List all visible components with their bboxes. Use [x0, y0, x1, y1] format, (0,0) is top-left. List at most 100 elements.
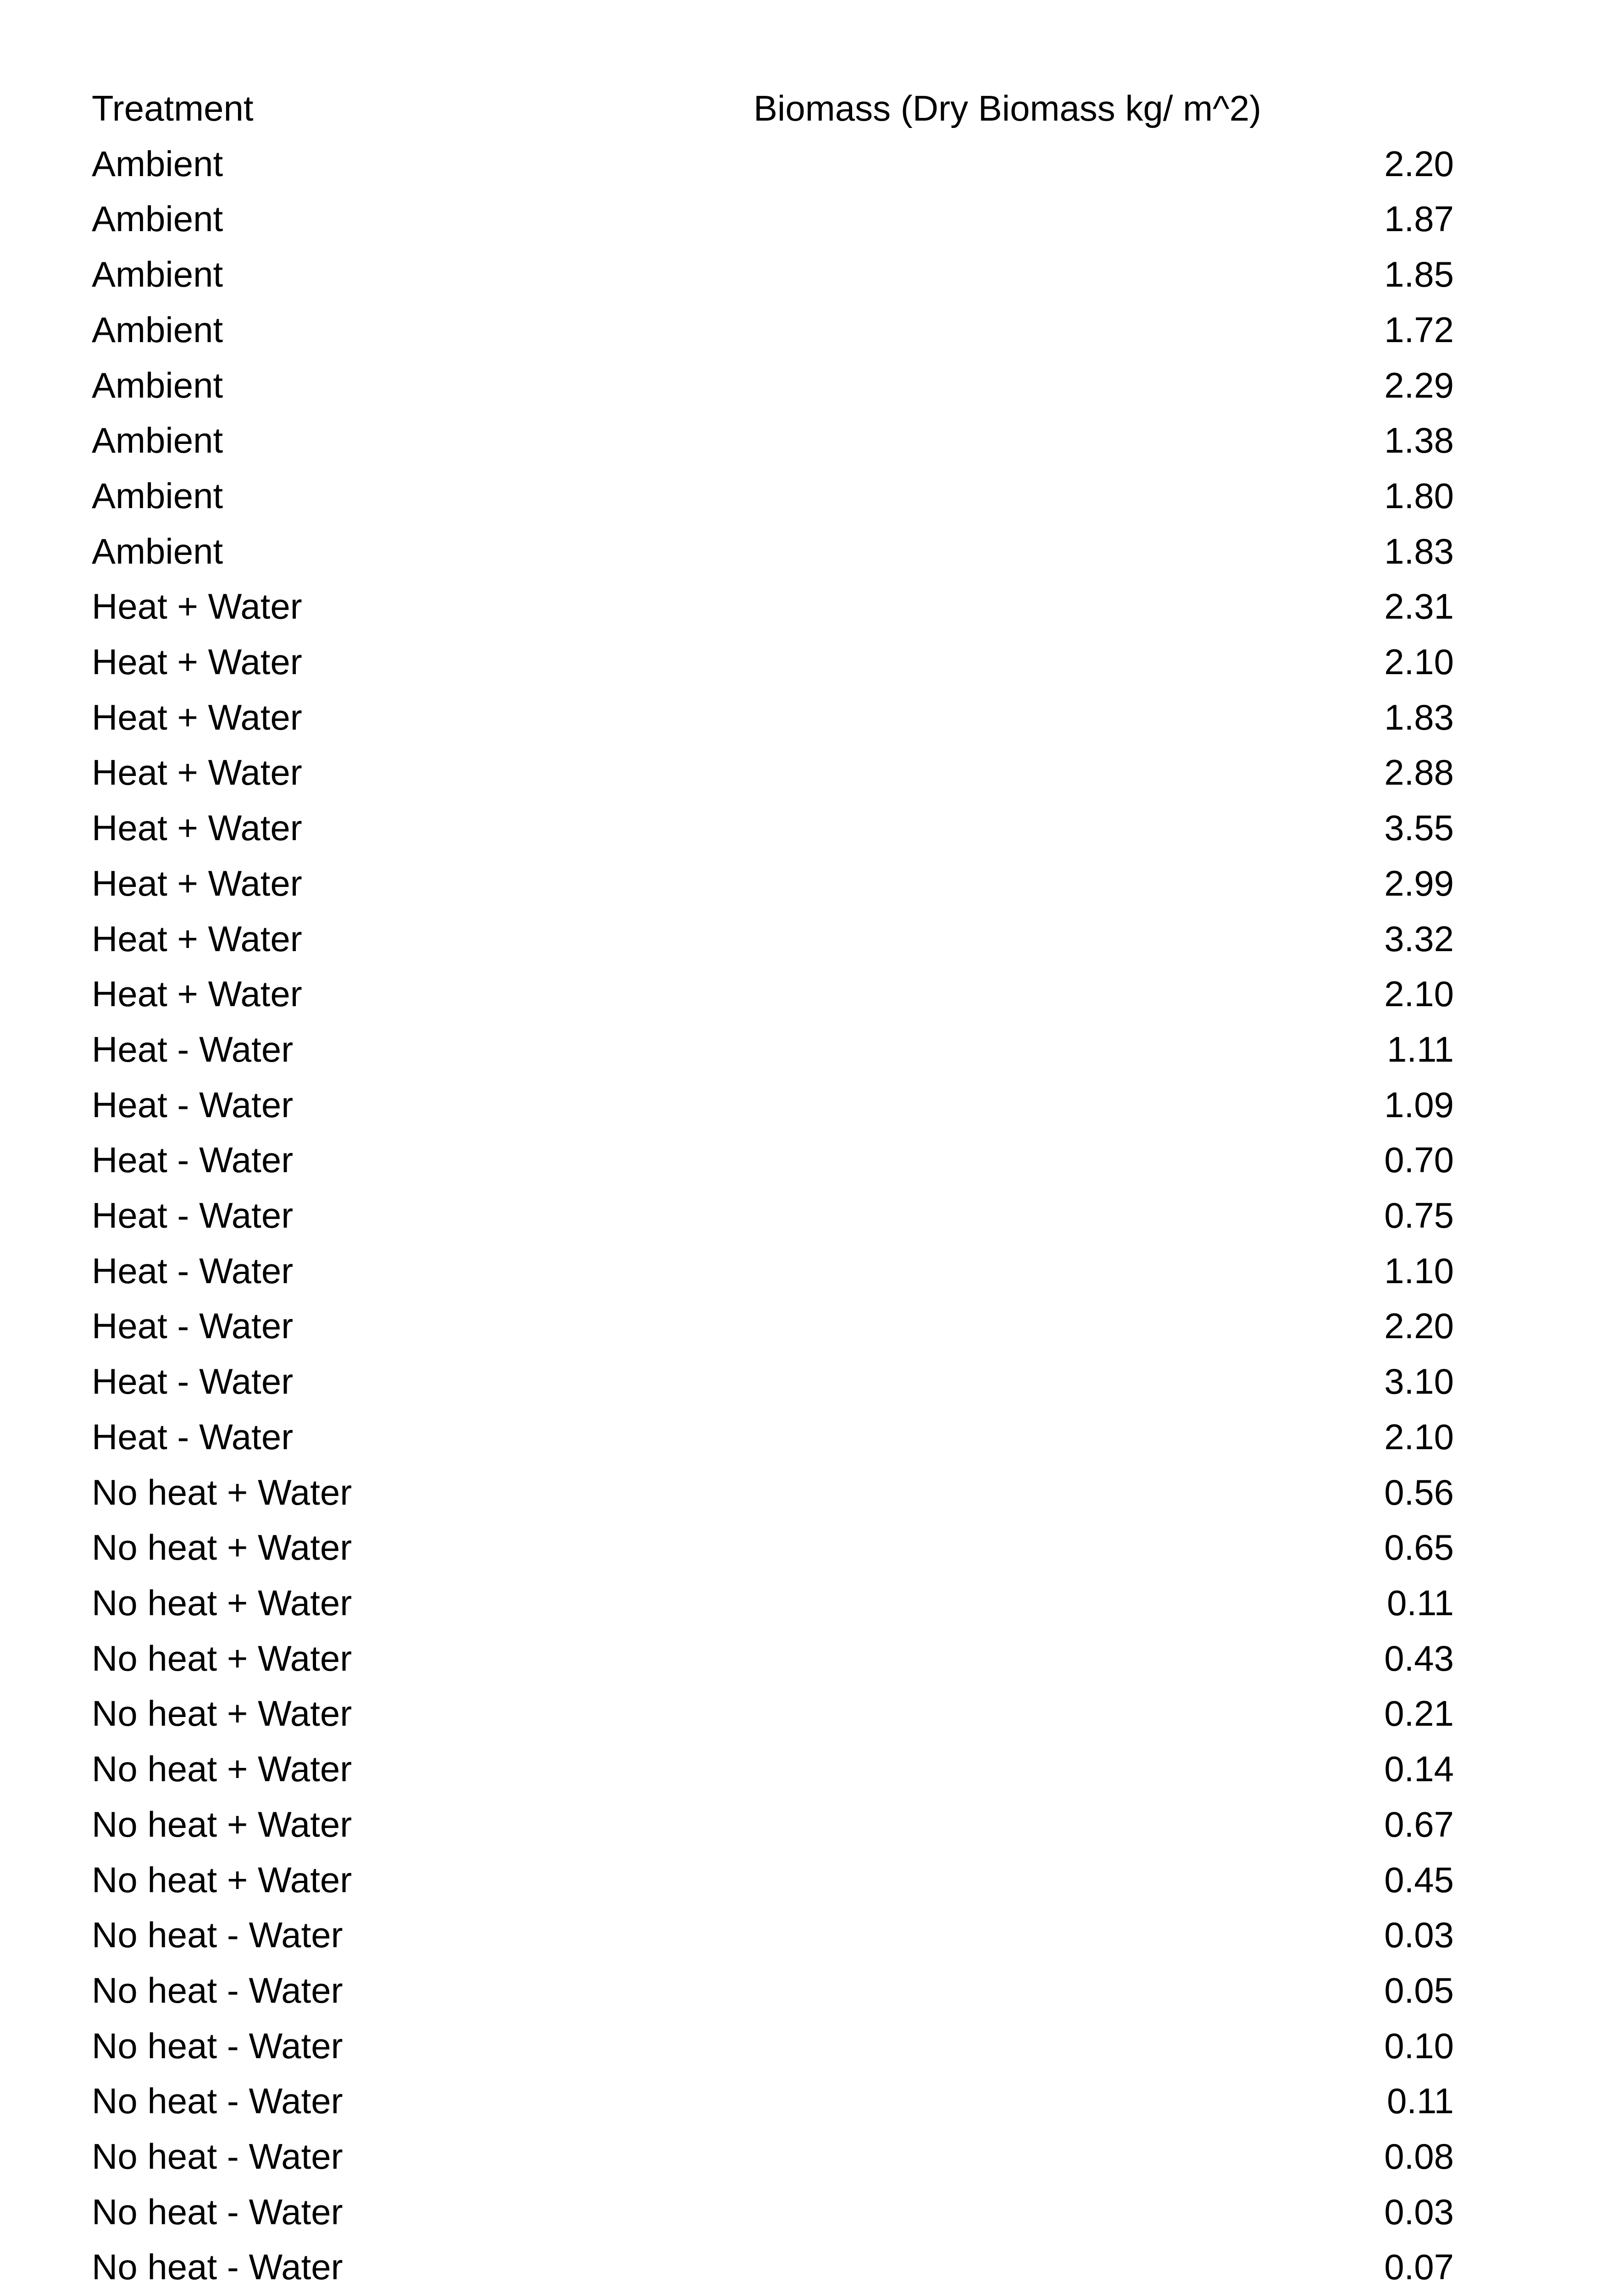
- table-row: Ambient 2.29: [92, 358, 1454, 413]
- table-row: No heat - Water 0.08: [92, 2129, 1454, 2184]
- cell-biomass: 1.11: [1386, 1029, 1454, 1069]
- cell-biomass: 2.10: [1384, 974, 1454, 1014]
- table-row: Ambient 1.72: [92, 302, 1454, 358]
- cell-biomass: 1.38: [1384, 420, 1454, 461]
- cell-biomass: 2.20: [1384, 1306, 1454, 1346]
- cell-biomass: 0.07: [1384, 2247, 1454, 2287]
- cell-treatment: Heat + Water: [92, 808, 302, 848]
- table-row: Heat + Water 2.10: [92, 966, 1454, 1022]
- cell-treatment: No heat + Water: [92, 1582, 352, 1623]
- cell-biomass: 1.83: [1384, 531, 1454, 571]
- table-row: Heat + Water 3.55: [92, 800, 1454, 856]
- cell-treatment: No heat + Water: [92, 1527, 352, 1568]
- column-header-biomass: Biomass (Dry Biomass kg/ m^2): [754, 88, 1262, 128]
- cell-biomass: 0.10: [1384, 2025, 1454, 2066]
- cell-treatment: Heat - Water: [92, 1084, 294, 1125]
- table-row: No heat - Water 0.03: [92, 1907, 1454, 1963]
- table-row: No heat - Water 0.05: [92, 1963, 1454, 2018]
- table-row: Heat + Water 2.88: [92, 745, 1454, 800]
- cell-treatment: Heat - Water: [92, 1029, 294, 1069]
- cell-treatment: Ambient: [92, 199, 223, 239]
- cell-treatment: No heat + Water: [92, 1693, 352, 1734]
- cell-treatment: Ambient: [92, 143, 223, 184]
- cell-biomass: 0.65: [1384, 1527, 1454, 1568]
- table-row: No heat - Water 0.07: [92, 2239, 1454, 2293]
- table-header: Treatment Biomass (Dry Biomass kg/ m^2): [92, 81, 1454, 136]
- cell-treatment: Heat + Water: [92, 752, 302, 793]
- cell-treatment: No heat - Water: [92, 2136, 343, 2177]
- cell-treatment: Heat - Water: [92, 1361, 294, 1402]
- cell-treatment: No heat + Water: [92, 1749, 352, 1789]
- cell-biomass: 1.09: [1384, 1084, 1454, 1125]
- cell-biomass: 0.03: [1384, 1915, 1454, 1955]
- table-row: Heat - Water 2.10: [92, 1409, 1454, 1465]
- cell-biomass: 3.32: [1384, 918, 1454, 959]
- cell-biomass: 3.10: [1384, 1361, 1454, 1402]
- cell-biomass: 0.03: [1384, 2191, 1454, 2232]
- table-row: No heat + Water 0.11: [92, 1575, 1454, 1631]
- cell-biomass: 0.14: [1384, 1749, 1454, 1789]
- table-row: No heat + Water 0.21: [92, 1686, 1454, 1741]
- cell-treatment: Heat - Water: [92, 1195, 294, 1236]
- cell-treatment: Heat - Water: [92, 1306, 294, 1346]
- cell-treatment: No heat - Water: [92, 2081, 343, 2121]
- cell-treatment: Heat - Water: [92, 1140, 294, 1180]
- cell-biomass: 0.70: [1384, 1140, 1454, 1180]
- cell-treatment: No heat - Water: [92, 1970, 343, 2011]
- table-row: Heat - Water 0.75: [92, 1188, 1454, 1243]
- table-row: Ambient 1.85: [92, 247, 1454, 302]
- cell-biomass: 2.10: [1384, 642, 1454, 682]
- column-header-treatment: Treatment: [92, 88, 254, 128]
- cell-biomass: 1.10: [1384, 1250, 1454, 1291]
- cell-biomass: 0.11: [1386, 2081, 1454, 2121]
- table-row: Heat - Water 1.10: [92, 1243, 1454, 1299]
- table-row: No heat + Water 0.56: [92, 1465, 1454, 1520]
- table-row: No heat + Water 0.65: [92, 1520, 1454, 1575]
- cell-biomass: 0.21: [1384, 1693, 1454, 1734]
- cell-biomass: 0.05: [1384, 1970, 1454, 2011]
- table-row: No heat + Water 0.14: [92, 1741, 1454, 1797]
- cell-biomass: 2.88: [1384, 752, 1454, 793]
- table-row: No heat - Water 0.11: [92, 2073, 1454, 2129]
- table-row: Heat + Water 1.83: [92, 690, 1454, 745]
- table-row: No heat + Water 0.45: [92, 1852, 1454, 1908]
- cell-treatment: No heat + Water: [92, 1638, 352, 1678]
- cell-biomass: 2.31: [1384, 586, 1454, 627]
- cell-treatment: No heat - Water: [92, 2191, 343, 2232]
- table-row: No heat - Water 0.03: [92, 2184, 1454, 2240]
- cell-biomass: 0.11: [1386, 1582, 1454, 1623]
- cell-biomass: 1.83: [1384, 697, 1454, 737]
- cell-biomass: 2.20: [1384, 143, 1454, 184]
- cell-biomass: 2.29: [1384, 365, 1454, 405]
- treatment-biomass-table: Treatment Biomass (Dry Biomass kg/ m^2) …: [92, 81, 1454, 2293]
- cell-biomass: 1.72: [1384, 309, 1454, 350]
- table-body: Ambient 2.20 Ambient 1.87 Ambient 1.85 Ambient…: [92, 136, 1454, 2293]
- table-row: No heat + Water 0.67: [92, 1797, 1454, 1852]
- cell-biomass: 0.75: [1384, 1195, 1454, 1236]
- table-row: Heat + Water 2.10: [92, 634, 1454, 690]
- cell-biomass: 1.85: [1384, 254, 1454, 295]
- cell-biomass: 0.45: [1384, 1859, 1454, 1900]
- table-header-row: Treatment Biomass (Dry Biomass kg/ m^2): [92, 81, 1454, 136]
- cell-treatment: Heat + Water: [92, 586, 302, 627]
- cell-treatment: No heat + Water: [92, 1859, 352, 1900]
- cell-biomass: 0.67: [1384, 1804, 1454, 1844]
- table-row: Ambient 1.87: [92, 191, 1454, 247]
- table-row: Heat + Water 3.32: [92, 911, 1454, 967]
- cell-treatment: Ambient: [92, 531, 223, 571]
- cell-biomass: 0.56: [1384, 1472, 1454, 1512]
- cell-treatment: Heat + Water: [92, 974, 302, 1014]
- cell-biomass: 1.87: [1384, 199, 1454, 239]
- cell-treatment: No heat + Water: [92, 1472, 352, 1512]
- cell-treatment: Ambient: [92, 420, 223, 461]
- cell-treatment: No heat - Water: [92, 1915, 343, 1955]
- cell-biomass: 1.80: [1384, 475, 1454, 516]
- cell-biomass: 2.99: [1384, 863, 1454, 903]
- table-row: Heat - Water 0.70: [92, 1132, 1454, 1188]
- cell-treatment: No heat - Water: [92, 2025, 343, 2066]
- table-row: Ambient 1.83: [92, 524, 1454, 579]
- cell-biomass: 0.08: [1384, 2136, 1454, 2177]
- cell-biomass: 2.10: [1384, 1416, 1454, 1457]
- cell-treatment: Heat - Water: [92, 1416, 294, 1457]
